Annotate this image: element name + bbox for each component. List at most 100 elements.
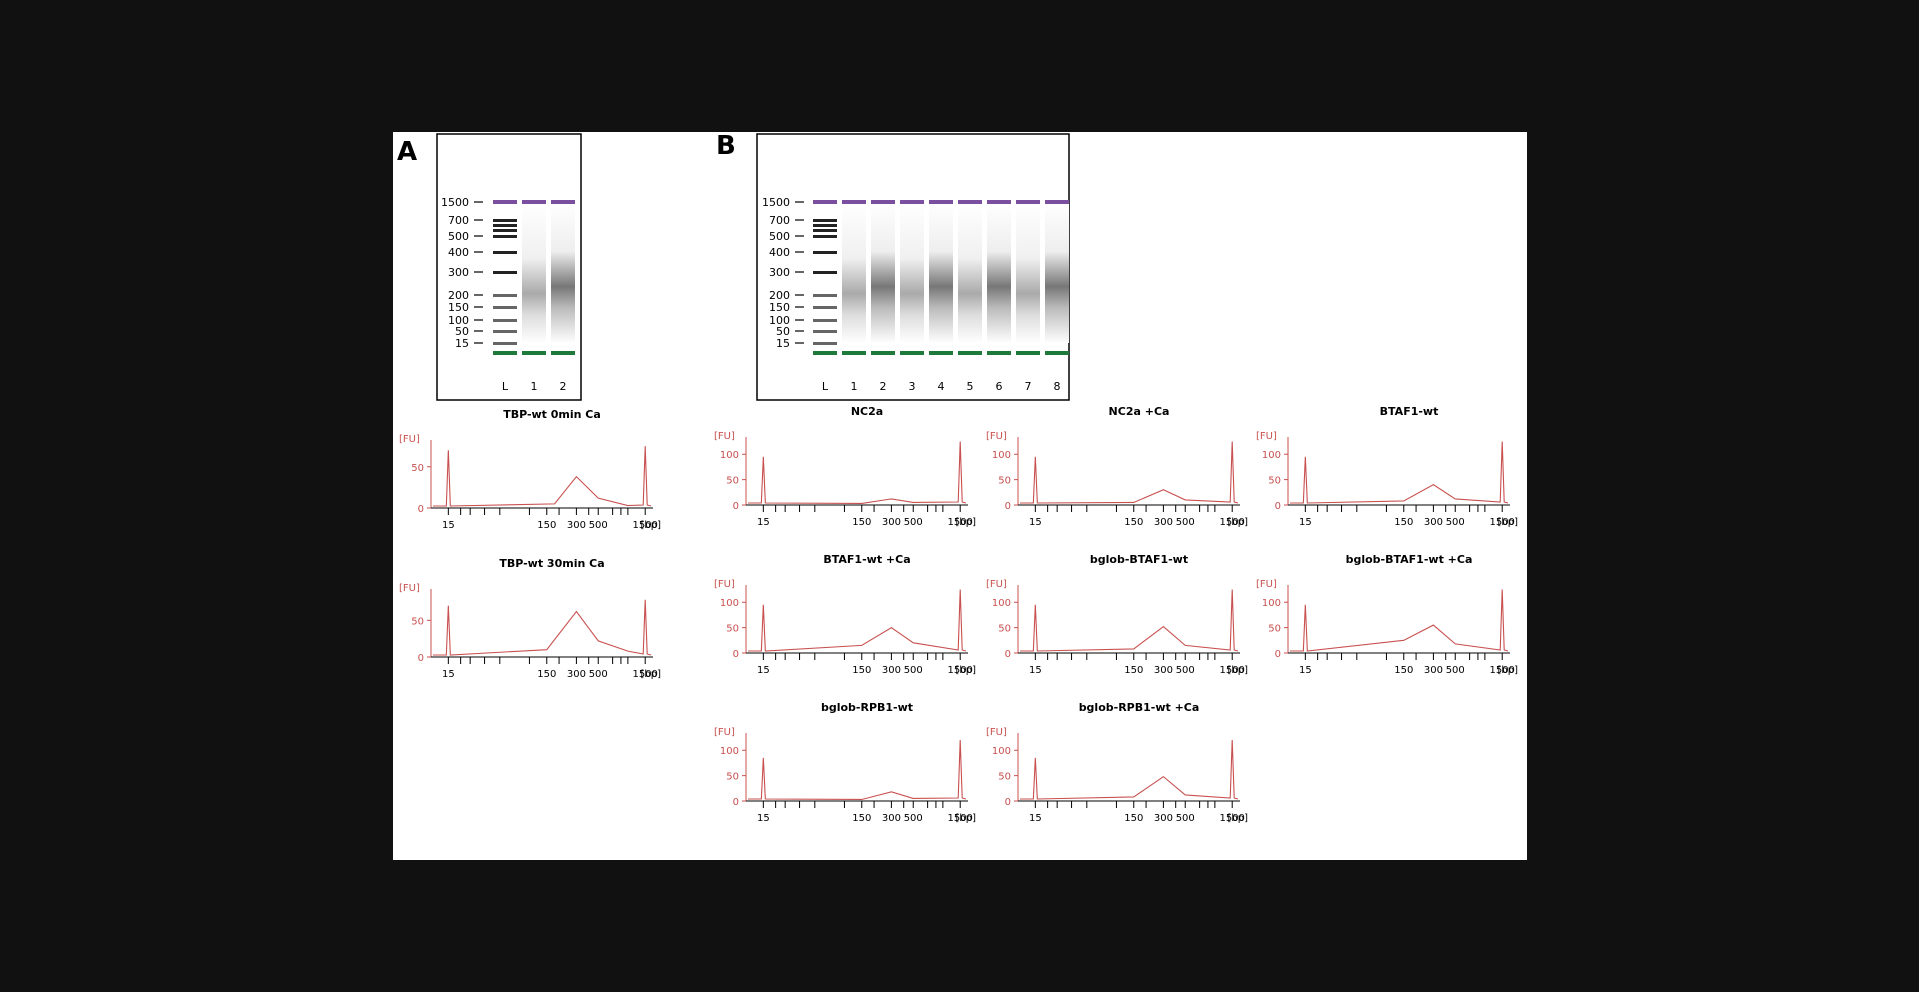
- y-tick-label: 50: [726, 476, 739, 487]
- trace-line: [1290, 441, 1509, 504]
- x-tick-label: 500: [1446, 665, 1465, 676]
- gel-lane: 6: [987, 200, 1011, 393]
- x-tick-label: 150: [1124, 665, 1143, 676]
- x-tick-label: 1500: [632, 520, 657, 531]
- y-axis-label: [FU]: [986, 431, 1007, 442]
- x-tick-label: 150: [852, 813, 871, 824]
- y-tick-label: 50: [998, 476, 1011, 487]
- gel-lane: 7: [1016, 200, 1040, 393]
- x-tick-label: 500: [1176, 665, 1195, 676]
- chart-title: BTAF1-wt: [1380, 405, 1439, 418]
- gel-lane: 5: [958, 200, 982, 393]
- x-tick-label: 1500: [1219, 665, 1244, 676]
- electropherogram: bglob-BTAF1-wt [FU] 0 50 100 15 150 300 500 1500[…: [986, 553, 1248, 676]
- ladder-label: 15: [776, 337, 790, 350]
- x-tick-label: 15: [1299, 517, 1312, 528]
- x-tick-label: 15: [757, 517, 770, 528]
- x-tick-label: 150: [537, 520, 556, 531]
- ladder-label: 300: [448, 266, 469, 279]
- x-tick-label: 300: [1154, 813, 1173, 824]
- y-axis-label: [FU]: [1256, 431, 1277, 442]
- x-tick-label: 150: [1394, 517, 1413, 528]
- chart-title: bglob-BTAF1-wt: [1090, 553, 1188, 566]
- y-tick-label: 0: [418, 504, 424, 515]
- chart-title: bglob-BTAF1-wt +Ca: [1346, 553, 1473, 566]
- ladder-label: 15: [455, 337, 469, 350]
- trace-line: [748, 740, 967, 801]
- x-tick-label: 15: [757, 665, 770, 676]
- trace-line: [433, 446, 652, 507]
- gel-lane: 4: [929, 200, 953, 393]
- x-tick-label: 500: [904, 665, 923, 676]
- x-tick-label: 150: [1124, 813, 1143, 824]
- chart-title: bglob-RPB1-wt: [821, 701, 913, 714]
- ladder-label: 150: [448, 301, 469, 314]
- lane-label: L: [822, 380, 829, 393]
- ladder-label: 1500: [762, 196, 790, 209]
- ladder-label: 400: [448, 246, 469, 259]
- y-axis-label: [FU]: [986, 579, 1007, 590]
- y-tick-label: 50: [998, 772, 1011, 783]
- x-tick-label: 150: [852, 517, 871, 528]
- chart-title: bglob-RPB1-wt +Ca: [1079, 701, 1200, 714]
- x-axis-label: [bp]: [1498, 665, 1519, 676]
- x-tick-label: 500: [1176, 813, 1195, 824]
- ladder-label: 1500: [441, 196, 469, 209]
- electropherogram: bglob-RPB1-wt [FU] 0 50 100 15 150 300 500 1500[b…: [714, 701, 976, 824]
- y-tick-label: 0: [1275, 649, 1281, 660]
- x-tick-label: 500: [589, 520, 608, 531]
- electropherogram: BTAF1-wt +Ca [FU] 0 50 100 15 150 300 500 1500[bp…: [714, 553, 976, 676]
- ladder-label: 50: [455, 325, 469, 338]
- x-tick-label: 15: [442, 669, 455, 680]
- trace-line: [748, 441, 967, 505]
- trace-line: [1020, 740, 1239, 800]
- trace-line: [1020, 589, 1239, 652]
- y-tick-label: 0: [1005, 797, 1011, 808]
- y-tick-label: 50: [411, 616, 424, 627]
- x-tick-label: 150: [537, 669, 556, 680]
- x-axis-label: [bp]: [1228, 517, 1249, 528]
- x-tick-label: 1500: [1219, 517, 1244, 528]
- lane-label: 5: [967, 380, 974, 393]
- chart-title: BTAF1-wt +Ca: [823, 553, 910, 566]
- x-tick-label: 300: [567, 669, 586, 680]
- x-tick-label: 15: [1029, 517, 1042, 528]
- y-tick-label: 0: [418, 653, 424, 664]
- x-tick-label: 15: [1029, 813, 1042, 824]
- lane-label: 3: [909, 380, 916, 393]
- x-tick-label: 150: [1394, 665, 1413, 676]
- y-axis-label: [FU]: [399, 583, 420, 594]
- x-tick-label: 300: [882, 813, 901, 824]
- y-axis-label: [FU]: [1256, 579, 1277, 590]
- gel-lane: 1: [842, 200, 866, 393]
- x-axis-label: [bp]: [641, 520, 662, 531]
- y-tick-label: 100: [720, 746, 739, 757]
- ladder-label: 100: [769, 314, 790, 327]
- y-axis-label: [FU]: [714, 431, 735, 442]
- x-tick-label: 500: [1446, 517, 1465, 528]
- gel-lane: 3: [900, 200, 924, 393]
- x-tick-label: 1500: [947, 517, 972, 528]
- lane-label: 6: [996, 380, 1003, 393]
- x-tick-label: 1500: [947, 813, 972, 824]
- x-tick-label: 300: [1424, 665, 1443, 676]
- y-tick-label: 50: [998, 624, 1011, 635]
- x-tick-label: 15: [442, 520, 455, 531]
- x-tick-label: 1500: [947, 665, 972, 676]
- y-tick-label: 0: [733, 797, 739, 808]
- y-tick-label: 50: [1268, 476, 1281, 487]
- y-tick-label: 100: [992, 450, 1011, 461]
- gel-lane: L: [813, 200, 837, 393]
- x-axis-label: [bp]: [1228, 665, 1249, 676]
- ladder-label: 400: [769, 246, 790, 259]
- x-tick-label: 300: [882, 665, 901, 676]
- y-tick-label: 100: [720, 450, 739, 461]
- ladder-label: 150: [769, 301, 790, 314]
- y-tick-label: 100: [1262, 598, 1281, 609]
- x-tick-label: 300: [567, 520, 586, 531]
- y-tick-label: 100: [1262, 450, 1281, 461]
- y-tick-label: 100: [992, 598, 1011, 609]
- ladder-label: 300: [769, 266, 790, 279]
- ladder-label: 200: [769, 289, 790, 302]
